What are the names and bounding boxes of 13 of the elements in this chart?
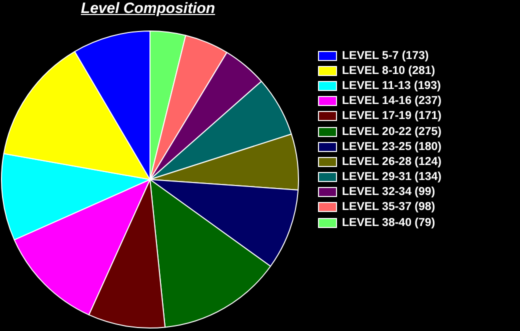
legend-label: LEVEL 5-7 (173) bbox=[342, 50, 429, 62]
legend-label: LEVEL 35-37 (98) bbox=[342, 201, 436, 214]
legend-label: LEVEL 32-34 (99) bbox=[342, 186, 436, 198]
legend-label: LEVEL 14-16 (237) bbox=[342, 95, 442, 108]
legend-label: LEVEL 8-10 (281) bbox=[342, 64, 436, 77]
legend-label: LEVEL 23-25 (180) bbox=[342, 140, 442, 153]
legend-label: LEVEL 20-22 (275) bbox=[342, 126, 442, 138]
chart-title: Level Composition bbox=[80, 0, 216, 17]
legend-label: LEVEL 11-13 (193) bbox=[342, 80, 441, 92]
legend-label: LEVEL 38-40 (79) bbox=[342, 216, 436, 229]
legend-label: LEVEL 29-31 (134) bbox=[342, 171, 442, 184]
legend-label: LEVEL 26-28 (124) bbox=[342, 156, 442, 168]
legend-label: LEVEL 17-19 (171) bbox=[342, 110, 442, 122]
